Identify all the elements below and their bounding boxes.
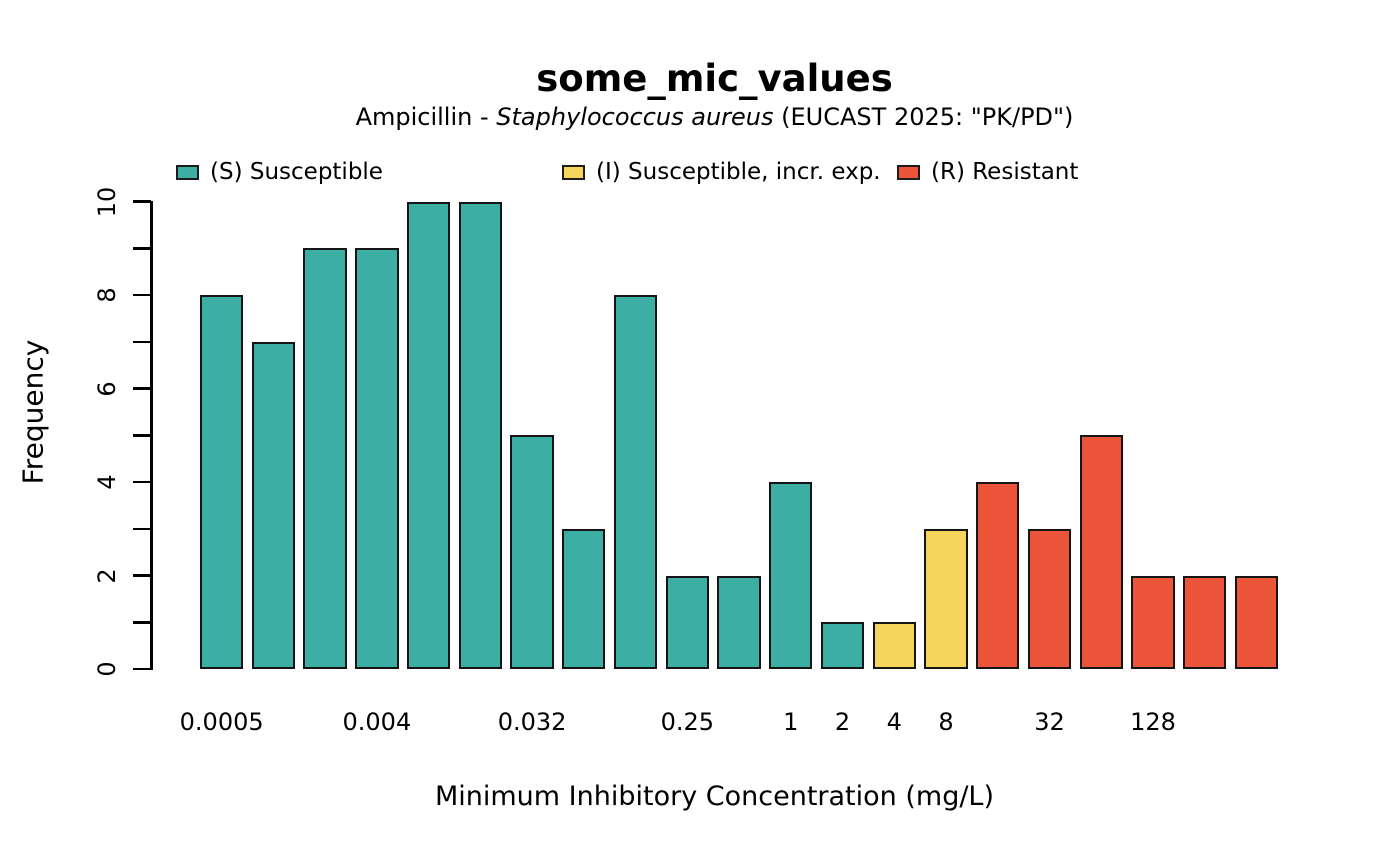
legend-label-resistant: (R) Resistant [931, 159, 1079, 185]
x-axis-tick-label: 0.032 [497, 708, 567, 736]
y-axis-tick-label: 2 [93, 567, 121, 584]
bar-mic-0.001 [251, 341, 296, 669]
y-axis-tick-label: 10 [93, 186, 121, 217]
legend-label-susceptible-incr-exp: (I) Susceptible, incr. exp. [596, 159, 881, 185]
y-axis-tick-label: 6 [93, 380, 121, 397]
bar-mic-32 [1027, 528, 1072, 669]
y-axis-tick [133, 480, 151, 484]
y-axis-tick [133, 434, 151, 437]
subtitle-antibiotic: Ampicillin - [355, 103, 497, 131]
bar-mic-1 [769, 482, 813, 669]
x-axis-tick-label: 0.0005 [179, 708, 264, 736]
y-axis-tick [133, 574, 151, 577]
y-axis-tick [133, 667, 151, 671]
y-axis-tick [133, 247, 151, 250]
y-axis-line [150, 201, 153, 670]
x-axis-tick-label: 1 [783, 708, 799, 736]
legend-item-susceptible: (S) Susceptible [176, 159, 383, 185]
bar-mic-0.064 [562, 528, 606, 669]
legend-swatch-resistant-icon [897, 164, 920, 180]
x-axis-title: Minimum Inhibitory Concentration (mg/L) [434, 781, 995, 812]
y-axis-tick [133, 293, 151, 297]
bar-mic-16 [976, 482, 1020, 669]
bar-mic-4 [872, 622, 916, 669]
bar-mic-128 [1131, 575, 1175, 669]
legend-item-susceptible-incr-exp: (I) Susceptible, incr. exp. [562, 159, 881, 185]
bar-mic-0.002 [303, 248, 347, 669]
bar-mic-0.016 [458, 201, 502, 669]
x-axis-tick-label: 32 [1034, 708, 1065, 736]
bar-mic-512 [1234, 575, 1279, 669]
chart-subtitle: Ampicillin - Staphylococcus aureus (EUCA… [152, 103, 1277, 131]
bar-mic-2 [820, 622, 865, 669]
y-axis-tick [133, 387, 151, 390]
y-axis-tick [133, 340, 151, 343]
y-axis-title: Frequency [16, 339, 50, 485]
bar-mic-0.0005 [200, 295, 244, 669]
chart-title: some_mic_values [536, 57, 893, 100]
subtitle-guideline: (EUCAST 2025: "PK/PD") [773, 103, 1074, 131]
bar-mic-64 [1079, 435, 1123, 669]
y-axis-tick [133, 200, 151, 203]
bar-mic-0.032 [510, 435, 554, 669]
x-axis-tick-label: 8 [938, 708, 954, 736]
y-axis-tick-label: 8 [93, 287, 121, 303]
x-axis-tick-label: 4 [886, 708, 902, 736]
subtitle-species: Staphylococcus aureus [496, 103, 774, 131]
bar-mic-0.008 [406, 201, 451, 669]
bar-mic-0.25 [665, 575, 709, 669]
bar-mic-0.125 [613, 295, 658, 669]
y-axis-tick-label: 4 [93, 474, 121, 490]
x-axis-tick-label: 0.004 [342, 708, 412, 736]
legend-swatch-susceptible-icon [176, 164, 199, 180]
y-axis-tick-label: 0 [93, 661, 121, 677]
legend-item-resistant: (R) Resistant [897, 159, 1078, 185]
y-axis-tick [133, 527, 151, 530]
bar-mic-0.5 [717, 575, 761, 669]
legend-swatch-susceptible-incr-exp-icon [562, 164, 585, 180]
bar-mic-8 [924, 528, 968, 669]
x-axis-tick-label: 128 [1130, 708, 1176, 736]
bar-mic-256 [1183, 575, 1227, 669]
x-axis-tick-label: 0.25 [660, 708, 715, 736]
x-axis-tick-label: 2 [834, 708, 851, 736]
y-axis-tick [133, 621, 151, 624]
bar-mic-0.004 [355, 248, 399, 669]
legend-label-susceptible: (S) Susceptible [210, 159, 383, 185]
